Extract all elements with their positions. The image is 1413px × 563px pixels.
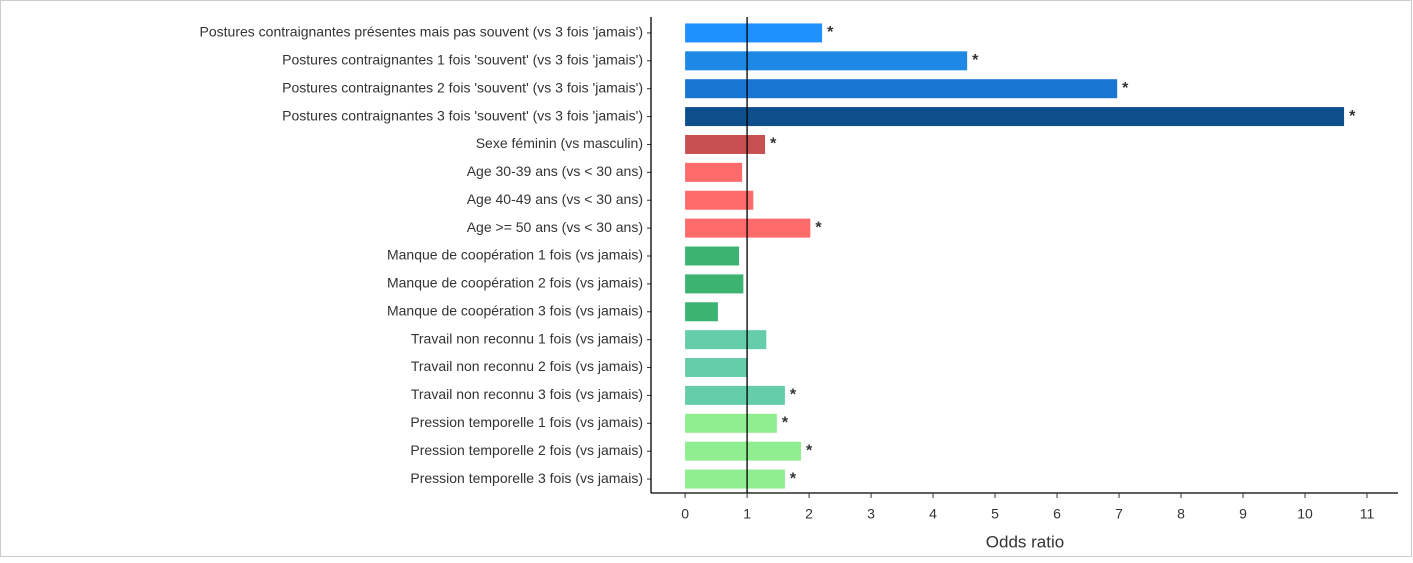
significance-label: * — [806, 442, 813, 459]
y-tick-label: Pression temporelle 2 fois (vs jamais) — [410, 442, 643, 458]
x-tick-label: 4 — [929, 506, 937, 522]
x-tick-label: 6 — [1053, 506, 1061, 522]
significance-label: * — [1349, 108, 1356, 125]
x-tick-label: 7 — [1115, 506, 1123, 522]
y-tick-label: Sexe féminin (vs masculin) — [476, 135, 643, 151]
significance-label: * — [1122, 80, 1129, 97]
x-tick-label: 2 — [805, 506, 813, 522]
y-tick-label: Manque de coopération 1 fois (vs jamais) — [387, 247, 643, 263]
x-tick-label: 8 — [1177, 506, 1185, 522]
significance-label: * — [790, 387, 797, 404]
y-tick-label: Manque de coopération 2 fois (vs jamais) — [387, 275, 643, 291]
significance-label: * — [827, 24, 834, 41]
bar — [685, 385, 785, 405]
bar — [685, 274, 744, 294]
x-tick-label: 3 — [867, 506, 875, 522]
y-tick-label: Age 40-49 ans (vs < 30 ans) — [467, 191, 643, 207]
x-tick-label: 1 — [743, 506, 751, 522]
y-tick-label: Travail non reconnu 2 fois (vs jamais) — [411, 358, 643, 374]
y-tick-label: Pression temporelle 1 fois (vs jamais) — [410, 414, 643, 430]
significance-label: * — [815, 219, 822, 236]
y-tick-label: Manque de coopération 3 fois (vs jamais) — [387, 302, 643, 318]
x-tick-label: 11 — [1360, 506, 1375, 522]
bar — [685, 190, 754, 210]
significance-label: * — [790, 470, 797, 487]
bar — [685, 23, 823, 43]
x-tick-label: 0 — [681, 506, 689, 522]
y-tick-label: Age 30-39 ans (vs < 30 ans) — [467, 163, 643, 179]
bar — [685, 441, 802, 461]
bar — [685, 107, 1345, 127]
y-tick-label: Postures contraignantes présentes mais p… — [200, 24, 643, 40]
x-tick-label: 5 — [991, 506, 999, 522]
y-tick-label: Postures contraignantes 1 fois 'souvent'… — [282, 52, 643, 68]
x-axis-label: Odds ratio — [986, 532, 1064, 551]
y-tick-label: Pression temporelle 3 fois (vs jamais) — [410, 470, 643, 486]
y-tick-label: Travail non reconnu 3 fois (vs jamais) — [411, 386, 643, 402]
x-tick-label: 10 — [1297, 506, 1313, 522]
bar — [685, 469, 785, 489]
significance-label: * — [770, 136, 777, 153]
bar — [685, 330, 767, 350]
bar — [685, 162, 743, 182]
bar — [685, 246, 740, 266]
significance-label: * — [972, 52, 979, 69]
y-tick-label: Postures contraignantes 3 fois 'souvent'… — [282, 107, 643, 123]
bar — [685, 413, 777, 433]
x-tick-label: 9 — [1239, 506, 1247, 522]
bar — [685, 134, 766, 154]
bar — [685, 358, 748, 378]
y-tick-label: Postures contraignantes 2 fois 'souvent'… — [282, 79, 643, 95]
bar — [685, 79, 1118, 99]
y-tick-label: Travail non reconnu 1 fois (vs jamais) — [411, 330, 643, 346]
bar — [685, 51, 968, 71]
bar — [685, 302, 718, 322]
y-tick-label: Age >= 50 ans (vs < 30 ans) — [467, 219, 643, 235]
significance-label: * — [782, 415, 789, 432]
